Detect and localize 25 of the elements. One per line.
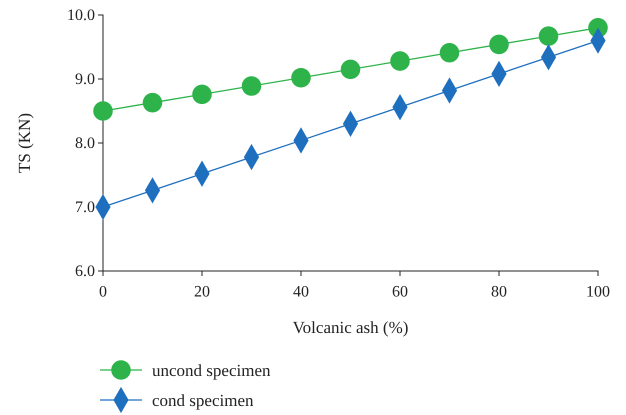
point	[390, 51, 410, 71]
point	[142, 92, 162, 112]
y-tick-label: 10.0	[67, 7, 95, 24]
y-tick-label: 9.0	[75, 71, 95, 88]
x-tick-label: 80	[491, 284, 507, 301]
legend-label: cond specimen	[152, 391, 254, 410]
point	[93, 101, 113, 121]
x-tick-label: 60	[392, 284, 408, 301]
point	[538, 26, 558, 46]
point	[489, 34, 509, 54]
point	[340, 60, 360, 80]
x-tick-label: 20	[194, 284, 210, 301]
y-tick-label: 7.0	[75, 199, 95, 216]
point	[242, 76, 262, 96]
y-tick-label: 8.0	[75, 135, 95, 152]
legend-label: uncond specimen	[152, 361, 271, 380]
x-tick-label: 100	[586, 284, 610, 301]
point	[291, 68, 311, 88]
x-axis-title: Volcanic ash (%)	[292, 318, 408, 337]
point	[192, 84, 212, 104]
x-tick-label: 0	[99, 284, 107, 301]
y-tick-label: 6.0	[75, 263, 95, 280]
point	[440, 43, 460, 63]
x-tick-label: 40	[293, 284, 309, 301]
y-axis-title: TS (KN)	[15, 113, 34, 173]
